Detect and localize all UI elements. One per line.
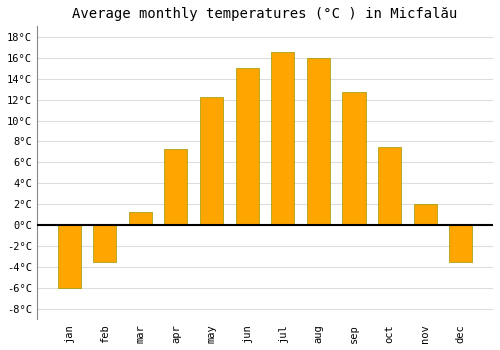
Bar (271, 52, 294, 225)
Bar (414, 204, 436, 225)
Bar (58, 225, 80, 288)
Bar (164, 149, 188, 225)
Bar (128, 212, 152, 225)
Bar (449, 225, 472, 262)
Title: Average monthly temperatures (°C ) in Micfalău: Average monthly temperatures (°C ) in Mi… (72, 7, 458, 21)
Bar (342, 92, 365, 225)
Bar (200, 98, 223, 225)
Bar (378, 147, 401, 225)
Bar (236, 68, 258, 225)
Bar (93, 225, 116, 262)
Bar (307, 58, 330, 225)
